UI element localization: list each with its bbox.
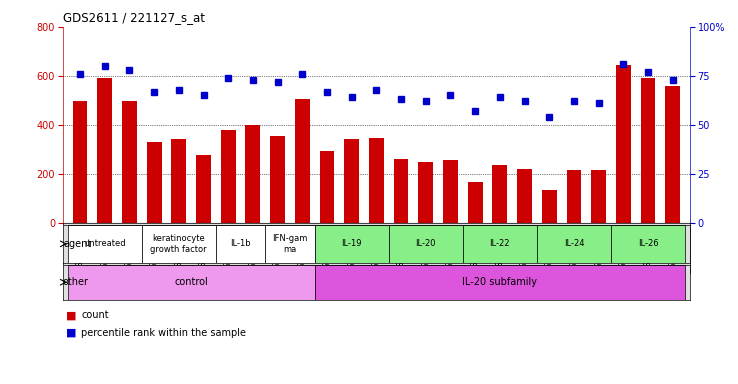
Text: GSM173552: GSM173552 [199,225,208,271]
Text: GSM173550: GSM173550 [150,225,159,271]
Bar [468,182,483,223]
Bar [463,225,537,263]
Text: GSM173533: GSM173533 [100,225,109,271]
Text: GSM173535: GSM173535 [323,225,331,271]
Bar [221,130,235,223]
Bar [171,139,186,223]
Bar [344,139,359,223]
Text: keratinocyte
growth factor: keratinocyte growth factor [151,234,207,253]
Text: untreated: untreated [84,239,125,248]
Text: GSM173554: GSM173554 [298,225,307,271]
Text: percentile rank within the sample: percentile rank within the sample [81,328,246,338]
Text: IFN-gam
ma: IFN-gam ma [272,234,308,253]
Text: IL-22: IL-22 [489,239,510,248]
Text: GSM173532: GSM173532 [75,225,85,271]
Bar [215,225,265,263]
Text: GSM173543: GSM173543 [520,225,529,271]
Text: control: control [174,277,208,287]
Text: IL-1b: IL-1b [230,239,251,248]
Bar [147,142,162,223]
Bar [72,101,87,223]
Text: IL-19: IL-19 [342,239,362,248]
Text: GSM173548: GSM173548 [644,225,652,271]
Text: GSM173546: GSM173546 [594,225,603,271]
Bar [389,225,463,263]
Bar [641,78,655,223]
Bar [666,86,680,223]
Bar [369,138,384,223]
Text: GSM173540: GSM173540 [446,225,455,271]
Text: IL-20 subfamily: IL-20 subfamily [463,277,537,287]
Text: GSM173556: GSM173556 [249,225,258,271]
Bar [270,136,285,223]
Text: GSM173555: GSM173555 [224,225,232,271]
Bar [97,78,112,223]
Text: GSM173539: GSM173539 [421,225,430,271]
Bar [418,162,433,223]
Text: GSM173547: GSM173547 [619,225,628,271]
Bar [611,225,685,263]
Text: agent: agent [63,239,92,249]
Bar [122,101,137,223]
Bar [246,125,261,223]
Text: GSM173536: GSM173536 [347,225,356,271]
Bar [265,225,314,263]
Text: GSM173544: GSM173544 [545,225,554,271]
Text: GSM173538: GSM173538 [396,225,406,271]
Bar [517,169,532,223]
Text: GSM173534: GSM173534 [125,225,134,271]
Bar [537,225,611,263]
Text: GSM173545: GSM173545 [570,225,579,271]
Text: GSM173551: GSM173551 [174,225,183,271]
Text: GSM173553: GSM173553 [273,225,282,271]
Bar [314,265,685,300]
Bar [295,99,310,223]
Text: ■: ■ [66,310,77,320]
Text: GSM173542: GSM173542 [495,225,504,271]
Bar [320,151,334,223]
Text: IL-20: IL-20 [415,239,436,248]
Text: IL-24: IL-24 [564,239,584,248]
Bar [591,170,606,223]
Text: GSM173541: GSM173541 [471,225,480,271]
Bar [616,65,631,223]
Bar [393,159,409,223]
Bar [314,225,389,263]
Text: other: other [63,277,89,287]
Bar [68,265,314,300]
Text: GSM173537: GSM173537 [372,225,381,271]
Text: GSM173549: GSM173549 [668,225,677,271]
Bar [542,190,556,223]
Bar [567,170,582,223]
Bar [492,165,507,223]
Text: count: count [81,310,108,320]
Bar [142,225,215,263]
Bar [196,156,211,223]
Bar [443,160,458,223]
Text: ■: ■ [66,328,77,338]
Text: GDS2611 / 221127_s_at: GDS2611 / 221127_s_at [63,11,204,24]
Text: IL-26: IL-26 [638,239,658,248]
Bar [68,225,142,263]
